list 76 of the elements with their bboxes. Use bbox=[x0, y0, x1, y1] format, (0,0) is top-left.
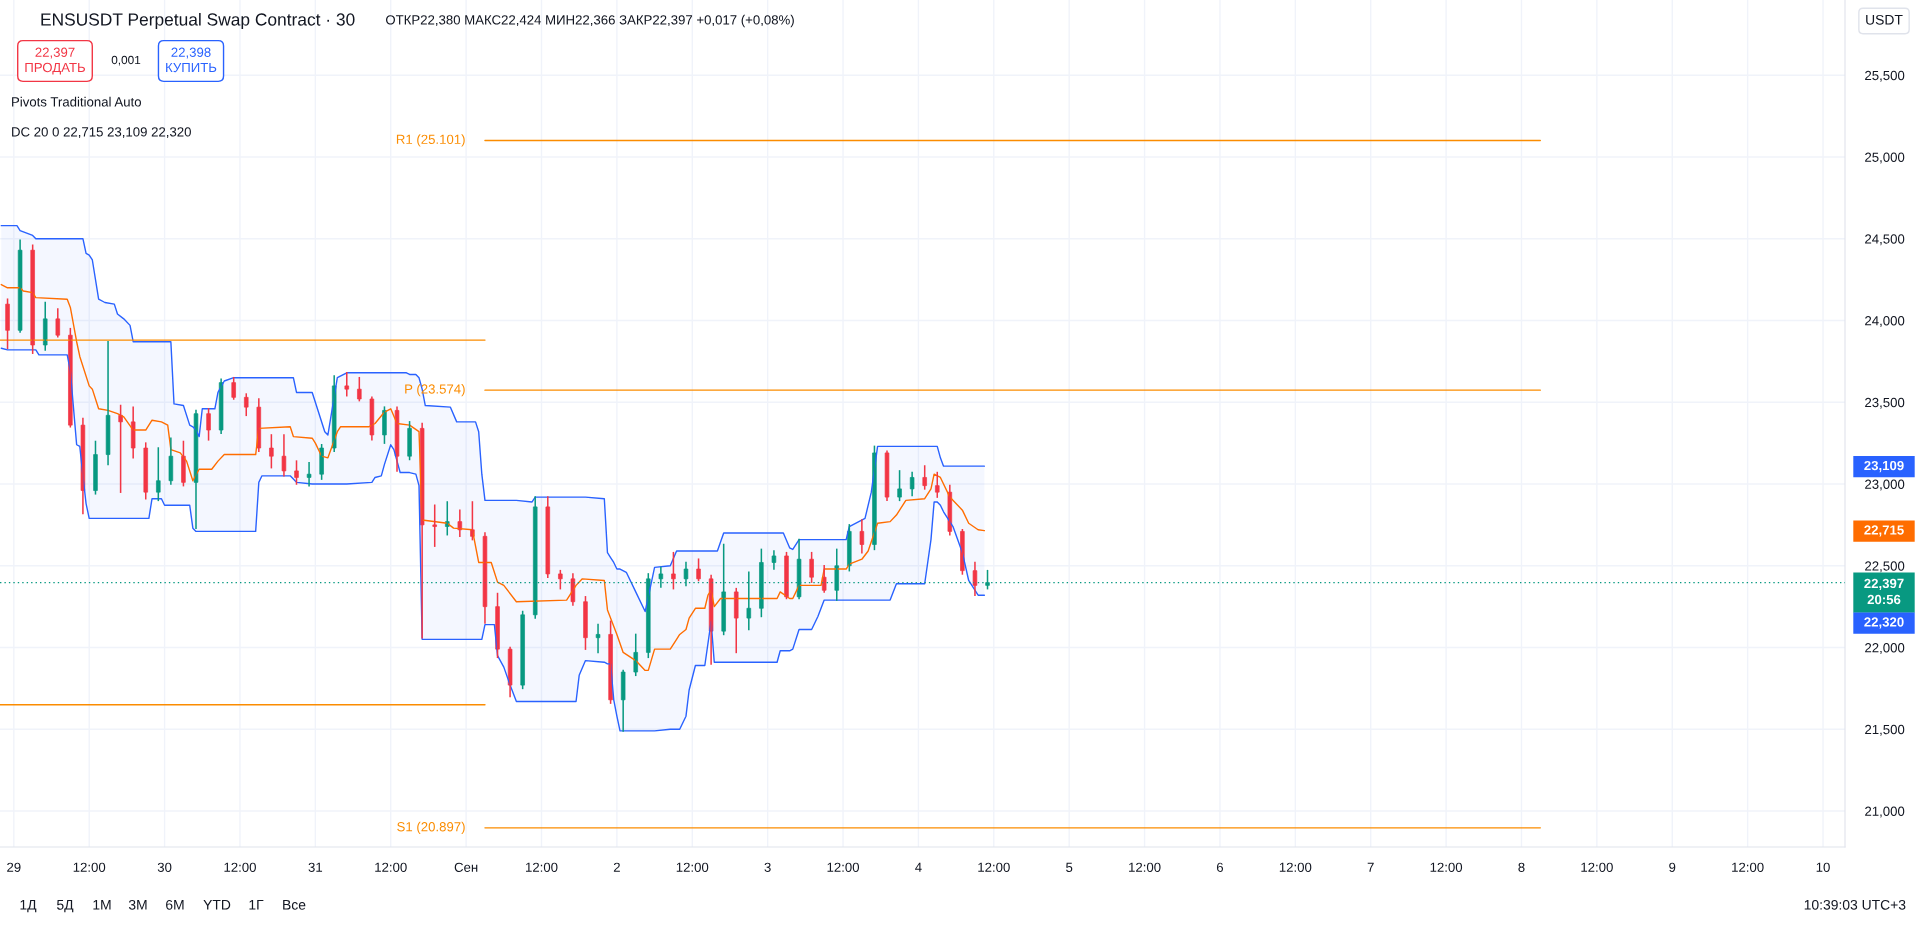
series-label: R1 (25.101) bbox=[396, 134, 465, 147]
y-tick-label: 25,000 bbox=[1865, 152, 1905, 164]
x-tick-label: 12:00 bbox=[1732, 862, 1764, 872]
text: 22,715 bbox=[1864, 525, 1904, 537]
y-tick-label: 22,500 bbox=[1865, 561, 1905, 573]
x-tick-label: 12:00 bbox=[676, 862, 709, 872]
candlestick bbox=[432, 504, 437, 547]
text: Все bbox=[283, 900, 306, 910]
x-tick-label: 30 bbox=[157, 862, 172, 872]
x-tick-label: 12:00 bbox=[224, 862, 256, 872]
x-tick-label: 3 bbox=[764, 862, 771, 872]
x-tick-label: 12:00 bbox=[1581, 862, 1613, 872]
text: 22,320 bbox=[1864, 617, 1904, 629]
y-tick-label: 23,500 bbox=[1865, 397, 1905, 409]
series-label: S1 (20.897) bbox=[397, 821, 465, 835]
candlestick bbox=[897, 470, 902, 502]
x-tick-label: 8 bbox=[1518, 862, 1525, 872]
text: ОТКР22,380 МАКС22,424 МИН22,366 ЗАКР22,397 +0,017 (+0,08%) bbox=[386, 14, 794, 28]
x-tick-label: 2 bbox=[613, 862, 620, 872]
x-tick-label: 12:00 bbox=[978, 862, 1010, 872]
candlestick bbox=[671, 551, 676, 590]
text: 23,109 bbox=[1864, 460, 1904, 473]
candlestick bbox=[93, 440, 98, 495]
x-tick-label: 31 bbox=[308, 862, 323, 872]
x-tick-label: 9 bbox=[1669, 862, 1676, 872]
x-tick-label: 12:00 bbox=[375, 862, 407, 872]
candlestick bbox=[884, 450, 890, 502]
candlestick bbox=[231, 376, 236, 400]
x-tick-label: 6 bbox=[1216, 862, 1224, 872]
y-axis-title: USDT bbox=[1866, 14, 1903, 25]
y-tick-label: 23,000 bbox=[1865, 479, 1905, 491]
candlestick bbox=[583, 596, 588, 650]
candlestick bbox=[357, 376, 362, 402]
x-tick-label: 5 bbox=[1066, 862, 1073, 872]
candlestick bbox=[809, 551, 814, 583]
text: 1Г bbox=[249, 900, 264, 910]
candlestick bbox=[5, 298, 10, 350]
ref-line-label: 22,397 20:56 bbox=[1864, 578, 1904, 605]
annotation: 22,397 ПРОДАТЬ bbox=[25, 47, 86, 75]
candlestick bbox=[407, 421, 412, 461]
text: 10:39:03 UTC+3 bbox=[1804, 899, 1906, 910]
candlestick bbox=[520, 610, 525, 690]
text: 3М bbox=[128, 899, 147, 910]
x-tick-label: Сен bbox=[454, 862, 478, 872]
candlestick bbox=[922, 465, 927, 490]
y-tick-label: 24,500 bbox=[1865, 234, 1905, 246]
y-tick-label: 24,000 bbox=[1865, 316, 1905, 327]
text: 1М bbox=[93, 900, 111, 910]
x-tick-label: 12:00 bbox=[1129, 862, 1161, 872]
y-tick-label: 21,500 bbox=[1865, 724, 1905, 736]
candlestick bbox=[269, 434, 274, 469]
candlestick bbox=[696, 558, 701, 582]
x-tick-label: 12:00 bbox=[1279, 862, 1312, 872]
x-tick-label: 10 bbox=[1816, 862, 1830, 872]
y-tick-label: 21,000 bbox=[1865, 806, 1905, 818]
x-tick-label: 12:00 bbox=[1430, 862, 1463, 872]
text: ENSUSDT Perpetual Swap Contract · 30 bbox=[41, 12, 355, 30]
candlestick bbox=[156, 447, 161, 502]
y-tick-label: 25,500 bbox=[1865, 70, 1905, 82]
candlestick bbox=[206, 408, 211, 441]
annotation: DC 20 0 22,715 23,109 22,320 bbox=[12, 127, 191, 139]
x-tick-label: 12:00 bbox=[73, 862, 106, 872]
text: 6М bbox=[166, 899, 184, 910]
annotation: Pivots Traditional Auto bbox=[12, 96, 141, 107]
x-tick-label: 12:00 bbox=[526, 862, 558, 872]
annotation: 22,398 КУПИТЬ bbox=[166, 47, 217, 73]
x-tick-label: 29 bbox=[7, 862, 21, 872]
x-tick-label: 4 bbox=[915, 862, 922, 872]
annotation: 0,001 bbox=[111, 55, 141, 66]
y-tick-label: 22,000 bbox=[1865, 643, 1905, 654]
text: 1Д bbox=[20, 900, 37, 913]
text: 5Д bbox=[56, 900, 74, 913]
x-tick-label: 7 bbox=[1367, 862, 1374, 872]
x-tick-label: 12:00 bbox=[827, 862, 860, 872]
candlestick bbox=[294, 460, 299, 485]
text: YTD bbox=[203, 900, 231, 910]
